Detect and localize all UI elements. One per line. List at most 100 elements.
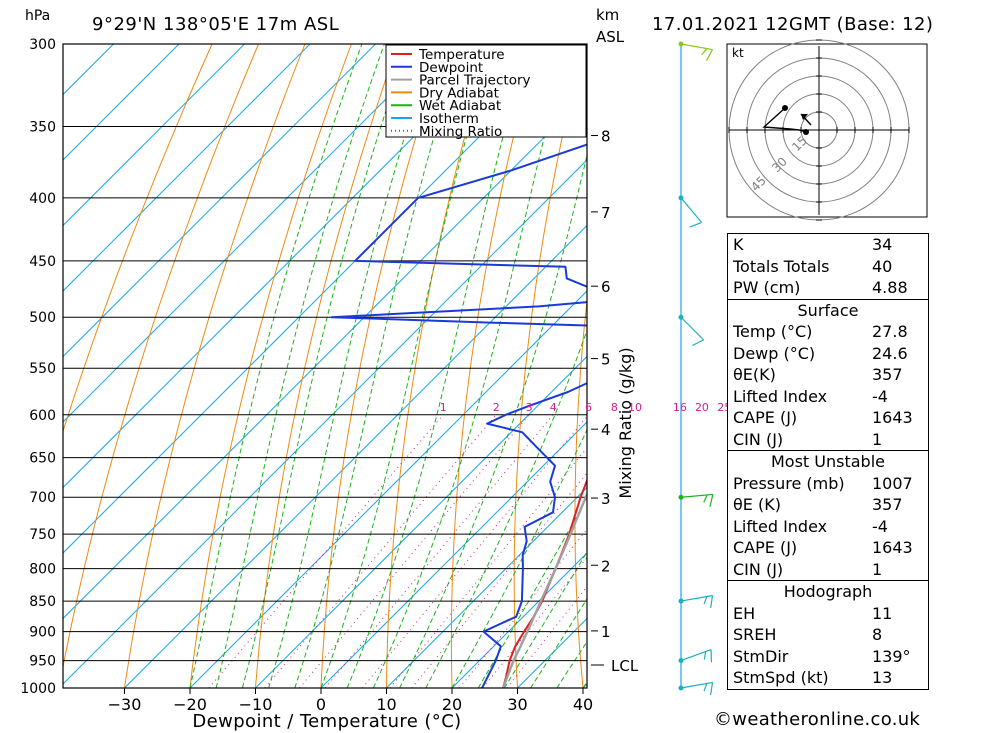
hodograph-trace xyxy=(762,107,807,133)
index-label: EH xyxy=(733,603,756,623)
wind-barb-feather xyxy=(703,494,708,503)
index-value: 1643 xyxy=(872,408,913,427)
pressure-tick-label: 300 xyxy=(29,37,56,53)
index-label: PW (cm) xyxy=(733,278,801,297)
index-label: θE (K) xyxy=(733,495,781,514)
index-row: CIN (J) 1 xyxy=(728,429,928,451)
dry-adiabat-line xyxy=(124,44,306,688)
wind-barb-feather xyxy=(710,682,714,696)
wind-barb-feather xyxy=(701,48,708,56)
index-row: EH 11 xyxy=(728,603,928,625)
pressure-tick-label: 450 xyxy=(29,254,56,270)
temperature-tick-label: 0 xyxy=(316,695,326,714)
dry-adiabat-line xyxy=(691,7,730,688)
index-row: θE (K) 357 xyxy=(728,494,928,516)
mixing-ratio-label: 3 xyxy=(526,401,533,414)
temperature-tick-label: 20 xyxy=(442,695,462,714)
index-label: Totals Totals xyxy=(733,256,830,276)
index-label: Lifted Index xyxy=(733,516,828,536)
isotherm-line xyxy=(63,159,587,685)
mixing-ratio-label: 10 xyxy=(628,401,642,414)
pressure-tick-label: 650 xyxy=(29,451,56,467)
isotherm-line xyxy=(63,44,377,358)
index-value: 13 xyxy=(872,668,893,687)
wet-adiabat-line xyxy=(189,44,363,688)
isotherm-line xyxy=(451,552,587,688)
pressure-tick-label: 750 xyxy=(29,527,56,543)
index-label: Pressure (mb) xyxy=(733,473,845,493)
hodograph-top-point xyxy=(782,105,788,111)
legend-entry: Wet Adiabat xyxy=(419,98,501,114)
wind-barb xyxy=(680,681,714,696)
mixing-ratio-line xyxy=(264,414,497,688)
isotherm-line xyxy=(63,44,442,423)
index-value: 1 xyxy=(872,559,883,579)
legend-entry: Isotherm xyxy=(419,111,479,127)
legend-entry: Parcel Trajectory xyxy=(419,73,531,89)
profile-series xyxy=(330,81,587,688)
wet-adiabat-line xyxy=(346,44,529,688)
index-value: 24.6 xyxy=(872,343,908,363)
index-value: 1643 xyxy=(872,538,913,557)
x-axis-title: Dewpoint / Temperature (°C) xyxy=(192,711,461,732)
index-label: StmDir xyxy=(733,646,789,666)
wind-barb-shaft xyxy=(680,43,713,51)
index-label: StmSpd (kt) xyxy=(733,668,829,687)
plot-frame xyxy=(62,43,588,689)
mixing-ratio-label: 8 xyxy=(611,401,618,414)
wind-barb-column xyxy=(678,41,714,696)
dewpoint-profile xyxy=(330,81,587,688)
index-label: CAPE (J) xyxy=(733,538,798,557)
wind-barb-feather xyxy=(703,596,708,605)
temperature-tick-label: −30 xyxy=(108,695,142,714)
wet-adiabat-line xyxy=(215,44,385,688)
isotherm-line xyxy=(63,44,115,96)
index-value: 40 xyxy=(872,256,893,276)
index-row: StmSpd (kt) 13 xyxy=(728,667,928,689)
height-tick-label: 2 xyxy=(601,557,611,575)
index-label: CAPE (J) xyxy=(733,408,798,427)
index-row: K 34 xyxy=(728,234,928,256)
temperature-tick-label: 10 xyxy=(376,695,396,714)
mixing-ratio-line xyxy=(362,415,587,688)
wet-adiabat-line xyxy=(241,44,409,688)
pressure-tick-label: 1000 xyxy=(20,681,56,697)
wind-barb-feather xyxy=(710,595,714,609)
pressure-tick-label: 600 xyxy=(29,408,56,424)
height-tick-label: 7 xyxy=(601,204,611,222)
height-tick-label: 4 xyxy=(601,421,611,439)
temperature-tick-label: −10 xyxy=(239,695,273,714)
pressure-tick-label: 500 xyxy=(29,310,56,326)
temperature-profile xyxy=(502,477,587,688)
wind-barb xyxy=(680,43,714,61)
copyright-link[interactable]: ©weatheronline.co.uk xyxy=(714,709,921,730)
isotherm-line xyxy=(124,224,587,688)
most-unstable-indices: Pressure (mb) 1007 θE (K) 357 Lifted Index -4… xyxy=(728,473,928,581)
surface-section-title: Surface xyxy=(728,298,928,322)
index-label: θE(K) xyxy=(733,365,776,384)
mixing-ratio-label: 16 xyxy=(673,401,687,414)
wind-barb-shaft xyxy=(680,681,713,689)
datetime-title: 17.01.2021 12GMT (Base: 12) xyxy=(652,14,933,35)
pressure-tick-label: 950 xyxy=(29,654,56,670)
hodograph-indices: EH 11 SREH 8 StmDir 139° StmSpd (kt) 13 xyxy=(728,603,928,689)
index-value: 11 xyxy=(872,603,893,623)
wind-barb xyxy=(680,594,714,609)
pressure-unit-label: hPa xyxy=(25,8,50,24)
wind-barb xyxy=(680,493,714,507)
isotherm-line xyxy=(63,44,246,227)
wind-barb-feather xyxy=(705,49,714,61)
wind-barb xyxy=(680,197,703,228)
index-row: StmDir 139° xyxy=(728,646,928,668)
height-tick-label: 1 xyxy=(601,623,611,641)
wet-adiabat-line xyxy=(425,328,587,688)
wet-adiabat-line xyxy=(530,597,587,688)
index-row: Pressure (mb) 1007 xyxy=(728,473,928,495)
isobar-lines xyxy=(63,43,587,689)
pressure-tick-label: 800 xyxy=(29,562,56,578)
index-value: 357 xyxy=(872,495,903,514)
mixing-ratio-label: 4 xyxy=(550,401,557,414)
mixing-ratio-label: 20 xyxy=(695,401,709,414)
height-tick-label: 3 xyxy=(601,490,611,508)
